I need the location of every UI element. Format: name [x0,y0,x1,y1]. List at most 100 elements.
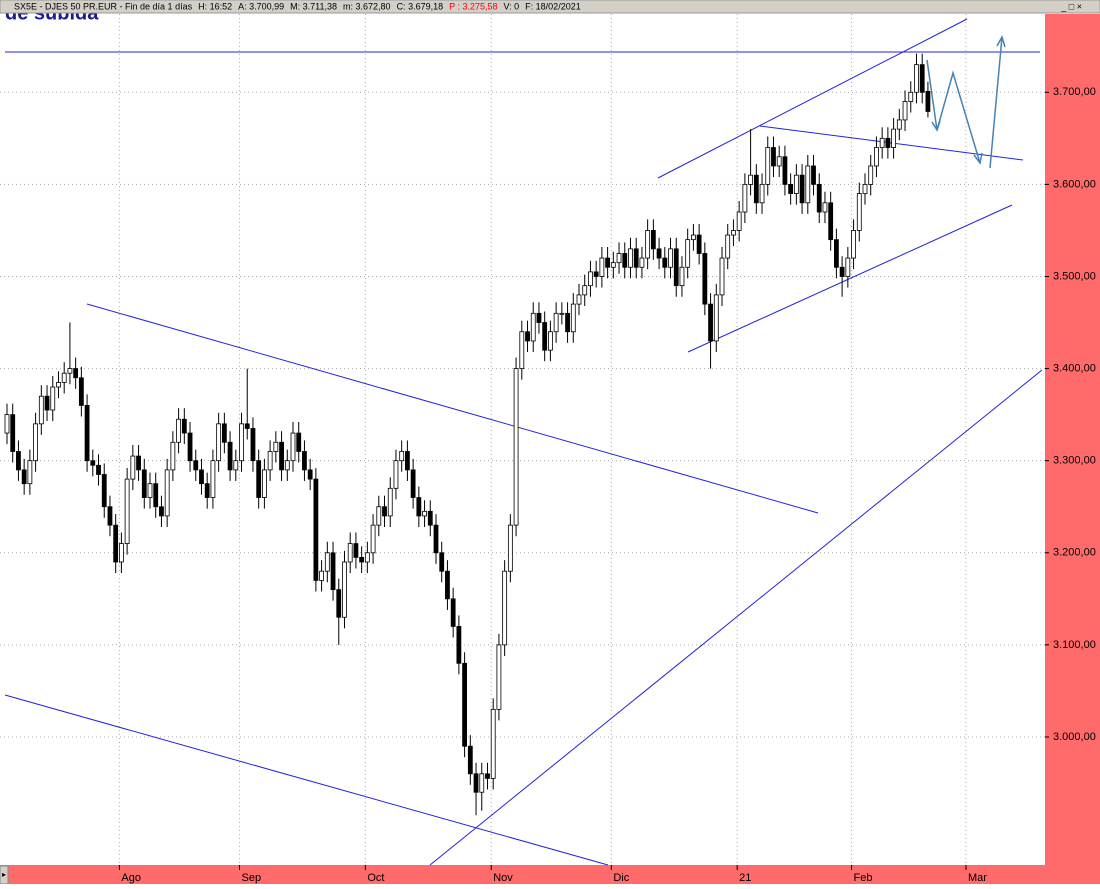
candle-body [302,451,307,471]
candle-body [330,552,336,591]
candle-body [599,257,605,277]
candle-body [588,271,593,287]
candle-body [490,708,496,779]
y-tick-label: 3.100,00 [1053,639,1096,651]
header-item: H: 16:52 [198,1,232,11]
candle-body [879,137,885,148]
candle-body [78,377,84,406]
candle-body [107,506,113,526]
candle-body [181,418,187,434]
candle-body [124,478,130,544]
x-tick-label: Nov [493,872,513,884]
candle-body [548,331,553,351]
candle-body [342,561,347,618]
trend-line [429,369,1043,866]
candle-body [359,556,365,563]
candle-body [685,239,691,268]
candle-body [542,322,548,351]
x-tick-label: Sep [242,872,262,884]
candle-body [170,441,176,471]
candle-body [90,460,96,466]
candle-body [668,248,673,268]
candle-body [662,257,668,268]
candle-body [582,285,588,296]
candle-body [416,497,422,517]
header-item: m: 3.672,80 [343,1,391,11]
candle-body [673,248,679,287]
x-tick-label: 21 [739,872,751,884]
arrow-head [973,152,983,165]
candle-body [284,460,290,471]
candle-body [525,331,530,342]
candle-body [347,543,353,563]
candle-body [273,441,279,452]
candle-body [610,262,616,268]
candle-body [731,230,736,236]
header-item: A: 3.700,99 [238,1,284,11]
candle-body [759,183,765,204]
candle-body [553,312,559,333]
candle-body [811,165,816,185]
candle-body [376,506,382,526]
candle-body [914,64,919,93]
x-tick-label: Feb [854,872,873,884]
header-item: SX5E - DJES 50 PR.EUR - Fin de día 1 día… [14,1,193,11]
candle-body [101,474,107,508]
candle-body [874,147,879,167]
x-tick-label: Ago [121,872,141,884]
header-item: P : 3.275,58 [449,1,497,11]
trend-line [4,694,609,866]
candle-body [336,589,342,618]
candle-body [250,428,256,462]
candle-body [502,570,508,646]
candle-body [221,423,227,443]
candle-body [851,230,856,259]
candle-body [702,253,708,305]
candle-body [410,469,416,498]
window-controls[interactable]: _ □ × [1060,1,1082,11]
candle-body [650,230,656,250]
candle-body [279,441,284,471]
x-tick-label: Oct [367,872,384,884]
candle-body [656,248,662,259]
candle-body [193,460,199,471]
candle-body [507,524,513,572]
trendlines [4,18,1043,866]
y-tick-label: 3.500,00 [1053,270,1096,282]
candle-body [399,451,405,462]
candle-body [679,266,685,287]
candle-body [736,211,742,231]
header-item: C: 3.679,18 [397,1,444,11]
candle-body [639,257,645,268]
candle-body [793,174,799,194]
projection-path [926,59,981,164]
y-tick-label: 3.700,00 [1053,86,1096,98]
candle-body [296,432,302,452]
candle-body [856,193,862,231]
candle-body [324,552,330,572]
candle-body [33,423,38,462]
candle-body [267,451,273,471]
candle-body [422,510,427,517]
candle-body [799,174,805,204]
candle-body [633,248,639,268]
candle-body [239,423,244,462]
candle-body [519,331,525,369]
candle-body [771,147,776,167]
candle-body [467,745,473,775]
candle-body [256,460,262,498]
candle-body [21,469,27,485]
candle-body [159,506,164,517]
candle-body [96,464,101,475]
x-tick-label: Mar [968,872,987,884]
header-item: F: 18/02/2021 [525,1,581,11]
candle-body [805,165,811,204]
candle-body [141,469,147,498]
candle-body [839,266,845,277]
y-tick-label: 3.400,00 [1053,362,1096,374]
candle-body [73,368,79,379]
candle-body [896,119,902,130]
candle-body [708,303,713,342]
candle-body [570,303,576,333]
